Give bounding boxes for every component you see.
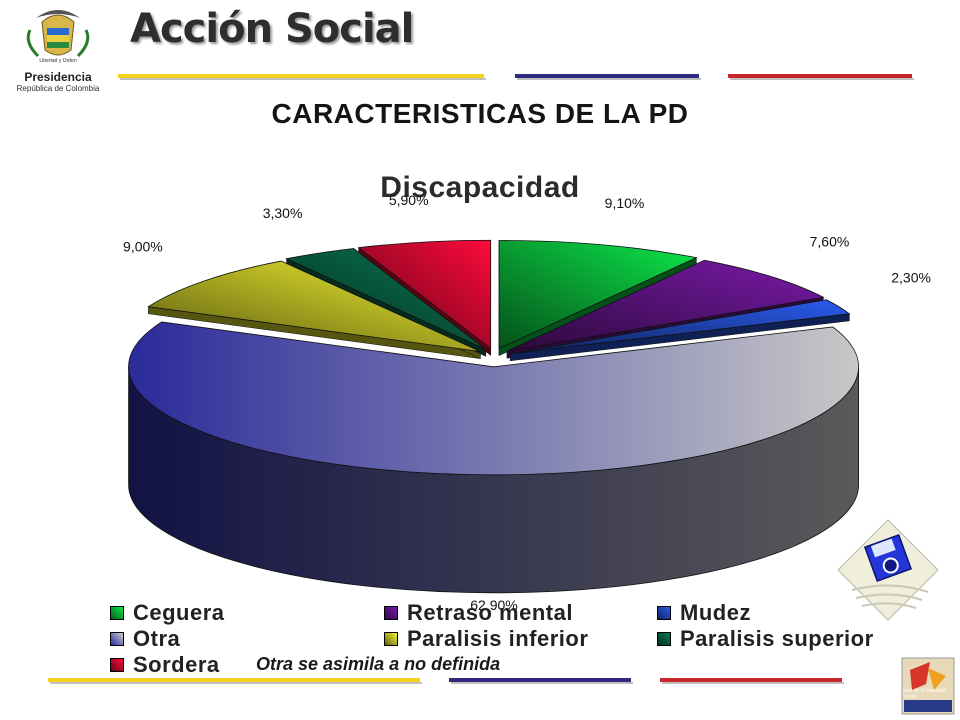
footer-bar-red bbox=[660, 678, 842, 682]
colombia-emblem-icon bbox=[26, 10, 90, 58]
slice-sordera bbox=[357, 239, 492, 350]
slice-label-ceguera: 9,10% bbox=[605, 195, 645, 211]
red-solidaridad-logo bbox=[901, 657, 955, 715]
slice-ceguera bbox=[498, 240, 698, 350]
accent-bar-blue bbox=[515, 74, 699, 78]
accent-bar-red bbox=[728, 74, 912, 78]
header-graphics bbox=[26, 10, 914, 80]
slice-label-sordera: 5,90% bbox=[389, 192, 429, 208]
floppy-disk-icon[interactable] bbox=[837, 519, 939, 621]
chart-title: Discapacidad bbox=[380, 171, 580, 204]
slice-label-retraso-mental: 7,60% bbox=[810, 233, 850, 249]
slice-paralisis-inferior bbox=[147, 260, 481, 352]
slice-mudez bbox=[510, 299, 851, 355]
presidency-subtitle: República de Colombia bbox=[16, 84, 100, 93]
page-title: CARACTERISTICAS DE LA PD bbox=[271, 98, 689, 129]
slice-retraso-mental bbox=[506, 259, 825, 352]
slice-otra bbox=[128, 321, 859, 476]
slice-label-otra: 62,90% bbox=[470, 597, 517, 613]
brand-logo-text: Acción Social bbox=[130, 6, 414, 52]
footer-bar-blue bbox=[449, 678, 631, 682]
footer-bar-yellow bbox=[48, 678, 420, 682]
chart-footnote: Otra se asimila a no definida bbox=[256, 654, 501, 674]
slice-label-paralisis-superior: 3,30% bbox=[263, 205, 303, 221]
emblem-motto: Libertad y Orden bbox=[39, 58, 77, 64]
slice-label-paralisis-inferior: 9,00% bbox=[123, 239, 163, 255]
accent-bar-yellow bbox=[118, 74, 484, 78]
presidency-label: Presidencia bbox=[24, 70, 92, 84]
slice-label-mudez: 2,30% bbox=[891, 269, 931, 285]
slice-paralisis-superior bbox=[285, 248, 487, 350]
red-logo-label: Red de Solidaridad Social bbox=[903, 688, 946, 700]
